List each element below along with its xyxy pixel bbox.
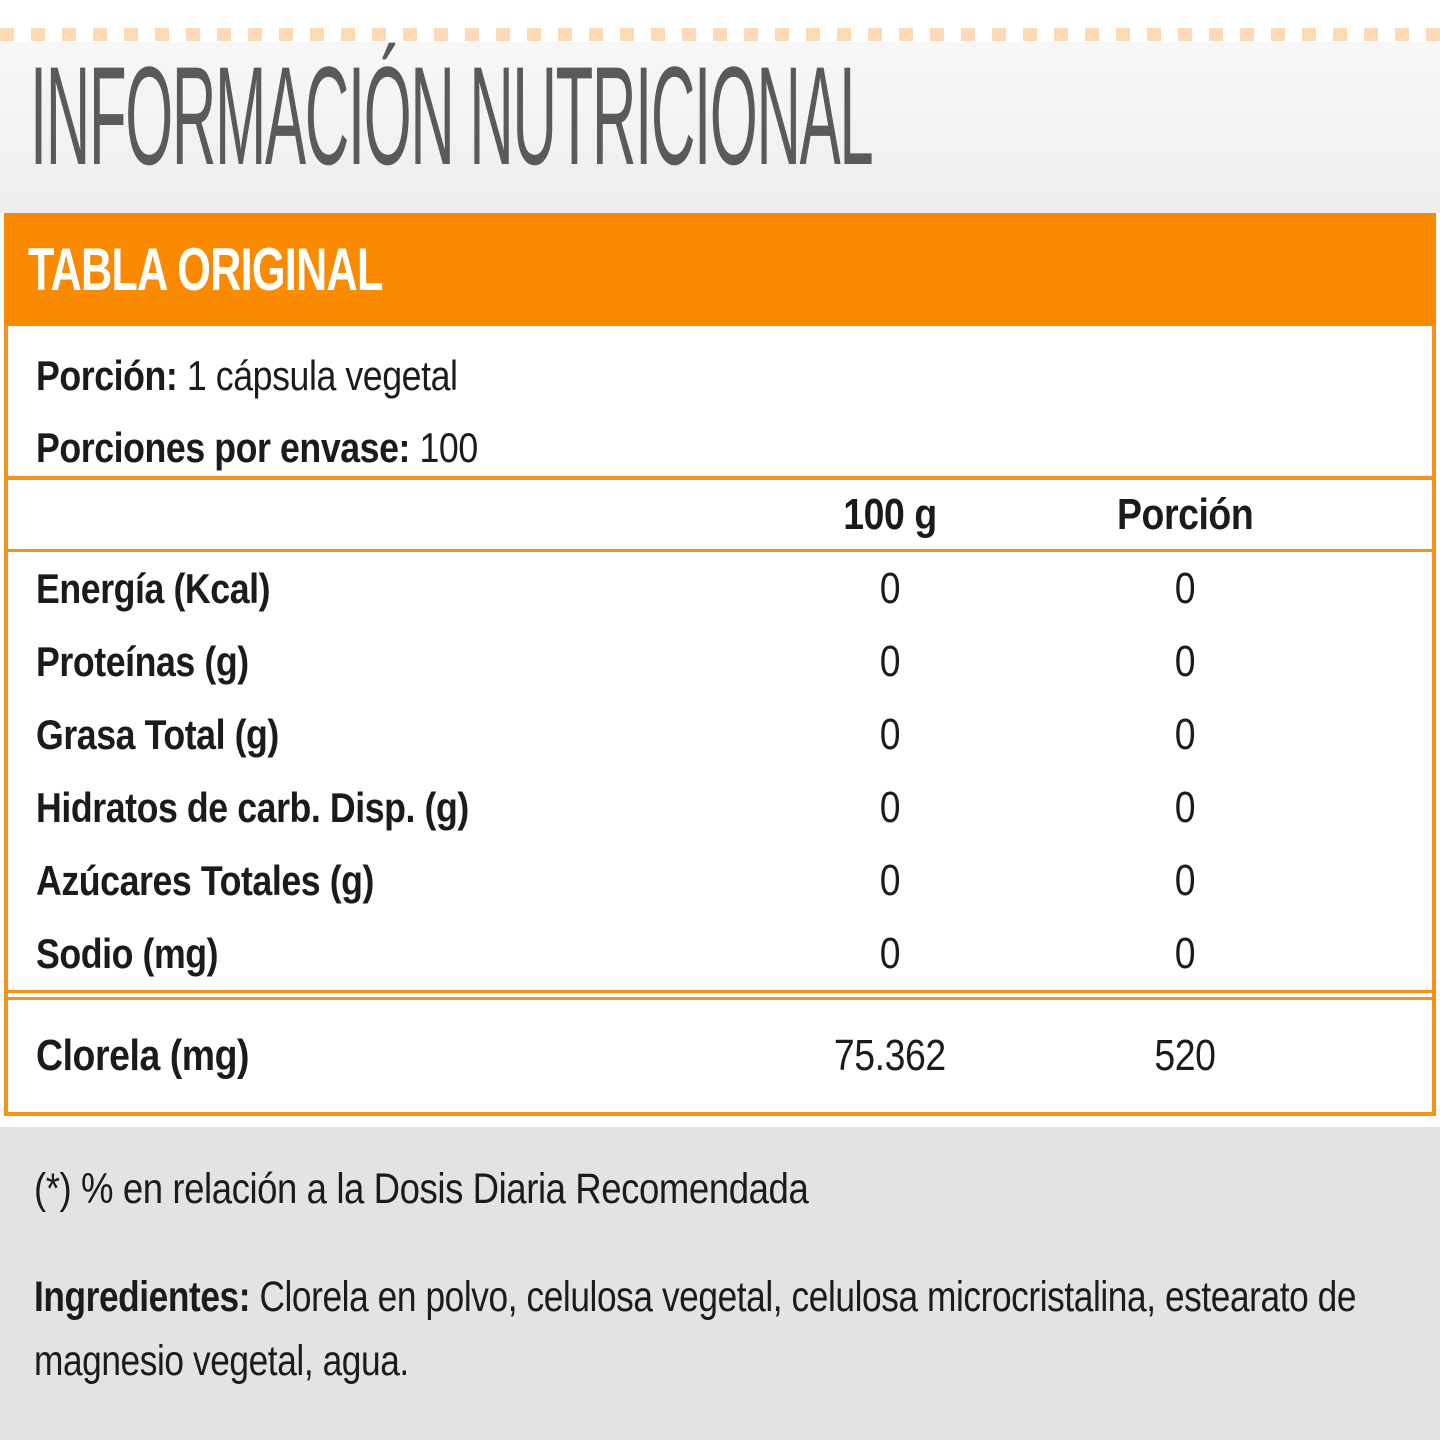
table-row: Azúcares Totales (g) 0 0 (8, 844, 1432, 917)
daily-dose-note: (*) % en relación a la Dosis Diaria Reco… (34, 1165, 809, 1213)
row-value-100g: 0 (879, 928, 901, 978)
ingredients-label: Ingredientes: (34, 1273, 251, 1321)
row-value-porcion: 0 (1174, 855, 1196, 905)
table-row: Energía (Kcal) 0 0 (8, 552, 1432, 625)
row-label: Clorela (mg) (36, 1031, 250, 1080)
row-label: Energía (Kcal) (36, 564, 271, 612)
ingredients-paragraph: Ingredientes: Clorela en polvo, celulosa… (34, 1265, 1428, 1393)
column-header-100g: 100 g (843, 489, 937, 539)
row-label: Proteínas (g) (36, 637, 249, 685)
row-label: Sodio (mg) (36, 929, 219, 977)
title-band: INFORMACIÓN NUTRICIONAL INFORMACIÓN NUTR… (0, 42, 1440, 213)
servings-per-container-line: Porciones por envase: 100 (36, 412, 1432, 484)
row-value-porcion: 0 (1174, 928, 1196, 978)
row-value-porcion: 0 (1174, 563, 1196, 613)
table-row: Hidratos de carb. Disp. (g) 0 0 (8, 771, 1432, 844)
column-header-porcion: Porción (1116, 489, 1254, 539)
table-header-label: TABLA ORIGINAL (28, 236, 383, 303)
row-label: Hidratos de carb. Disp. (g) (36, 783, 469, 831)
row-label: Azúcares Totales (g) (36, 856, 375, 904)
nutrition-table-panel: TABLA ORIGINAL Porción: 1 cápsula vegeta… (4, 213, 1436, 1116)
table-row: Proteínas (g) 0 0 (8, 625, 1432, 698)
portion-value: 1 cápsula vegetal (177, 352, 458, 399)
serving-info: Porción: 1 cápsula vegetal Porciones por… (8, 326, 1432, 476)
row-value-porcion: 0 (1174, 782, 1196, 832)
row-value-100g: 0 (879, 563, 901, 613)
servings-label: Porciones por envase: (36, 424, 410, 471)
row-value-100g: 0 (879, 709, 901, 759)
row-value-100g: 0 (879, 855, 901, 905)
table-header-bar: TABLA ORIGINAL (4, 213, 1436, 326)
row-value-100g: 0 (879, 636, 901, 686)
highlight-row-clorela: Clorela (mg) 75.362 520 (8, 1000, 1432, 1112)
top-dashed-strip (0, 28, 1440, 41)
portion-line: Porción: 1 cápsula vegetal (36, 340, 1432, 412)
table-row: Grasa Total (g) 0 0 (8, 698, 1432, 771)
footer-notes: (*) % en relación a la Dosis Diaria Reco… (0, 1127, 1440, 1440)
servings-value: 100 (410, 424, 478, 471)
separator-rule (8, 549, 1432, 552)
double-separator-rule (8, 990, 1432, 1000)
row-value-porcion: 0 (1174, 709, 1196, 759)
column-header-row: 100 g Porción (8, 480, 1432, 549)
ingredients-text: Clorela en polvo, celulosa vegetal, celu… (34, 1273, 1357, 1385)
table-body: Porción: 1 cápsula vegetal Porciones por… (4, 326, 1436, 1116)
row-value-100g: 0 (879, 782, 901, 832)
row-value-100g: 75.362 (834, 1031, 946, 1080)
row-label: Grasa Total (g) (36, 710, 279, 758)
row-value-porcion: 520 (1154, 1031, 1216, 1080)
table-row: Sodio (mg) 0 0 (8, 917, 1432, 990)
portion-label: Porción: (36, 352, 178, 399)
page-title: INFORMACIÓN NUTRICIONAL (30, 42, 874, 194)
separator-rule (8, 476, 1432, 480)
row-value-porcion: 0 (1174, 636, 1196, 686)
